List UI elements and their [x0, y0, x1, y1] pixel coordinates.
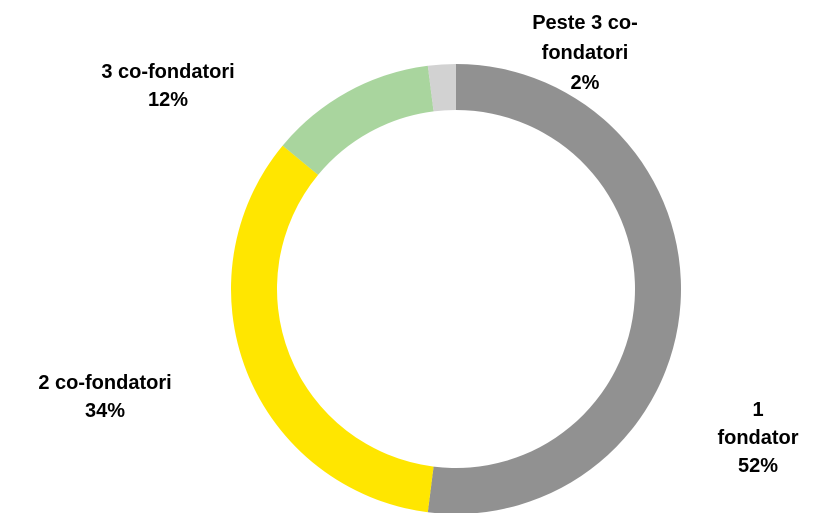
category-label: Peste 3 co-fondatori	[532, 12, 638, 64]
value-label: 12%	[147, 89, 189, 111]
category-label: 2 co-fondatori	[38, 372, 172, 394]
slice	[230, 145, 434, 513]
category-label: 3 co-fondatori	[101, 61, 235, 83]
slice-label: 1 fondator 52%	[717, 396, 798, 480]
slice	[427, 64, 681, 513]
value-label: 34%	[84, 400, 126, 422]
slice-label: 3 co-fondatori 12%	[101, 58, 234, 114]
slice	[282, 65, 434, 175]
value-label: 52%	[737, 455, 779, 477]
slice	[427, 64, 456, 112]
value-label: 2%	[570, 72, 600, 94]
slice-label: 2 co-fondatori 34%	[38, 369, 171, 425]
slice-label: Peste 3 co-fondatori 2%	[520, 8, 650, 98]
category-label: 1 fondator	[717, 399, 799, 449]
